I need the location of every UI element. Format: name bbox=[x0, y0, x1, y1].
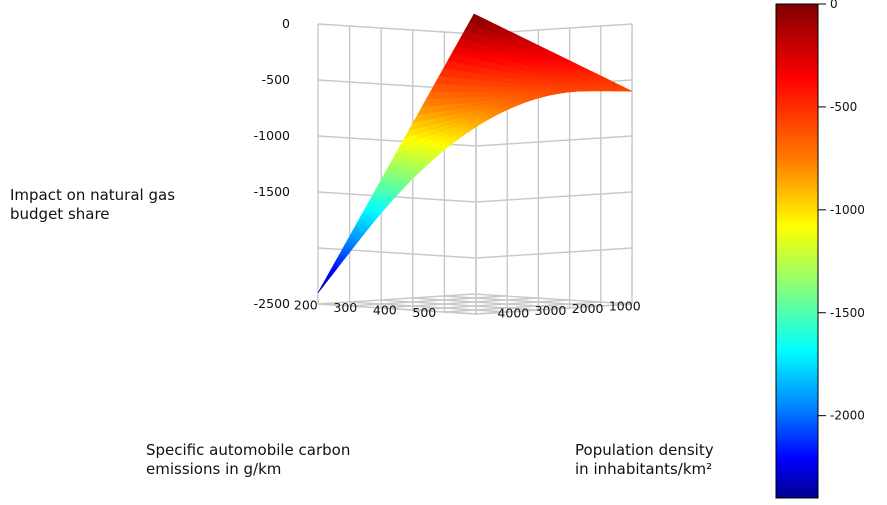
colorbar-tick-label: -500 bbox=[830, 100, 857, 114]
axis-ticks: 0 -500 -1000 -1500 -2500 200 300 400 500 1000 2000… bbox=[254, 16, 641, 321]
z-tick-label: -500 bbox=[262, 72, 290, 87]
y-tick-label: 1000 bbox=[609, 298, 641, 313]
wall-grid-line bbox=[475, 191, 633, 203]
floor-grid-line bbox=[442, 295, 601, 307]
surface bbox=[317, 13, 633, 293]
floor-grid-line bbox=[473, 293, 633, 305]
floor-grid-line bbox=[380, 299, 539, 311]
z-tick-label: 0 bbox=[282, 16, 290, 31]
colorbar-tick-label: 0 bbox=[830, 0, 838, 11]
z-tick-label: -1000 bbox=[254, 128, 290, 143]
wall-grid-line bbox=[475, 135, 633, 147]
z-tick-label: -2500 bbox=[254, 296, 290, 311]
colorbar: 0 -500 -1000 -1500 -2000 bbox=[775, 0, 865, 499]
z-axis-label: Impact on natural gas budget share bbox=[10, 186, 176, 223]
z-tick-label: -1500 bbox=[254, 184, 290, 199]
wall-grid-line bbox=[475, 247, 633, 259]
wall-grid-line bbox=[317, 303, 477, 315]
x-tick-label: 400 bbox=[373, 302, 397, 317]
colorbar-gradient bbox=[775, 3, 819, 499]
colorbar-tick-label: -1000 bbox=[830, 203, 865, 217]
floor-grid-line bbox=[411, 297, 570, 309]
colorbar-tick-label: -2000 bbox=[830, 409, 865, 423]
y-tick-label: 3000 bbox=[535, 303, 567, 318]
wall-grid-line bbox=[317, 191, 477, 203]
floor-grid-line bbox=[349, 301, 508, 313]
surface-patch bbox=[469, 13, 479, 25]
wall-grid-line bbox=[317, 23, 477, 35]
colorbar-tick-label: -1500 bbox=[830, 306, 865, 320]
y-tick-label: 2000 bbox=[572, 301, 604, 316]
x-tick-label: 200 bbox=[294, 297, 318, 312]
wall-grid-line bbox=[475, 303, 633, 315]
y-tick-label: 4000 bbox=[497, 306, 529, 321]
x-tick-label: 500 bbox=[412, 305, 436, 320]
x-axis-label: Specific automobile carbon emissions in … bbox=[146, 441, 351, 478]
x-tick-label: 300 bbox=[333, 300, 357, 315]
y-axis-label: Population density in inhabitants/km² bbox=[575, 441, 714, 478]
